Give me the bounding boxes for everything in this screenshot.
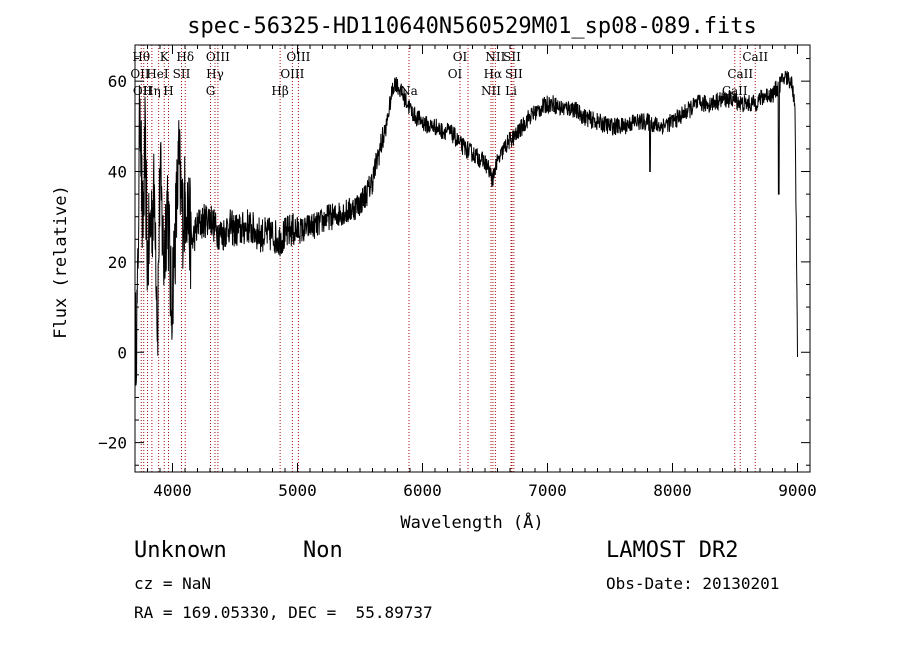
marker-label: Hθ	[132, 50, 150, 64]
x-tick-label: 4000	[153, 481, 192, 500]
marker-label: HeI	[146, 67, 169, 81]
marker-label: NII	[481, 84, 501, 98]
marker-label: OI	[448, 67, 463, 81]
x-axis-label: Wavelength (Å)	[400, 511, 543, 533]
y-tick-label: 40	[108, 163, 127, 182]
object-subclass: Non	[303, 538, 343, 563]
chart-title: spec-56325-HD110640N560529M01_sp08-089.f…	[187, 14, 757, 39]
y-tick-label: 20	[108, 253, 127, 272]
y-tick-label: 60	[108, 72, 127, 91]
marker-label: OIII	[286, 50, 310, 64]
object-class: Unknown	[134, 538, 227, 563]
marker-label: SII	[503, 50, 521, 64]
x-tick-label: 6000	[403, 481, 442, 500]
x-tick-label: 8000	[653, 481, 692, 500]
line-markers	[141, 45, 755, 472]
obs-date: Obs-Date: 20130201	[606, 574, 779, 593]
marker-label: CaII	[722, 84, 748, 98]
y-axis-label: Flux (relative)	[51, 185, 71, 339]
y-tick-label: 0	[117, 343, 127, 362]
marker-label: G	[206, 84, 216, 98]
marker-label: Hδ	[176, 50, 194, 64]
marker-label: Hγ	[206, 67, 224, 81]
marker-label: Na	[400, 84, 418, 98]
marker-label: K	[160, 50, 170, 64]
marker-label: Hη	[143, 84, 161, 98]
marker-label: OIII	[280, 67, 304, 81]
spectrum-line	[135, 71, 798, 396]
marker-label: H	[163, 84, 173, 98]
marker-label: Hβ	[271, 84, 288, 98]
marker-label: CaII	[742, 50, 768, 64]
y-tick-label: −20	[98, 434, 127, 453]
marker-label: Li	[505, 84, 517, 98]
axis-ticks: 4000 5000 6000 7000 8000 9000 −20 0 20 40 60	[98, 45, 817, 500]
cz-value: cz = NaN	[134, 574, 211, 593]
marker-label: OIII	[206, 50, 230, 64]
survey-name: LAMOST DR2	[606, 538, 738, 563]
ra-dec-coordinates: RA = 169.05330, DEC = 55.89737	[134, 603, 433, 622]
x-tick-label: 7000	[528, 481, 567, 500]
marker-label: SII	[505, 67, 523, 81]
marker-label: SII	[173, 67, 191, 81]
marker-label: OI	[453, 50, 468, 64]
marker-label: CaII	[727, 67, 753, 81]
x-tick-label: 5000	[278, 481, 317, 500]
marker-label: Hα	[484, 67, 503, 81]
x-tick-label: 9000	[778, 481, 817, 500]
